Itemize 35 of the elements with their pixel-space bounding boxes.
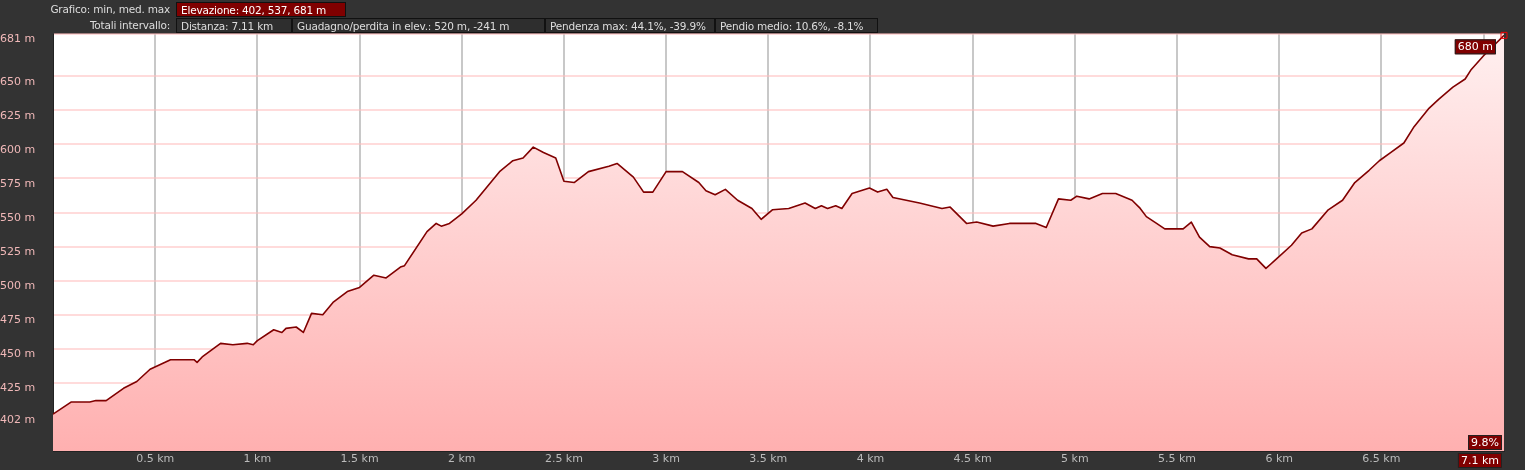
- text: Pendio medio: 10.6%, -8.1%: [715, 18, 878, 33]
- annotation: 680 m: [1457, 40, 1494, 54]
- y-tick-label: 500 m: [0, 279, 36, 293]
- x-tick-label: 2.5 km: [544, 452, 583, 466]
- x-tick-label: 0.5 km: [136, 452, 175, 466]
- y-tick-label: 681 m: [0, 32, 36, 46]
- y-tick-label: 625 m: [0, 108, 36, 122]
- y-tick-label: 450 m: [0, 347, 36, 361]
- text: Distanza: 7.11 km: [176, 18, 292, 33]
- x-tick-label: 6.5 km: [1362, 452, 1401, 466]
- x-tick-label: 4.5 km: [953, 452, 992, 466]
- text: Elevazione: 402, 537, 681 m: [176, 2, 346, 17]
- y-tick-label: 525 m: [0, 244, 36, 258]
- y-tick-label: 575 m: [0, 176, 36, 190]
- y-tick-label: 425 m: [0, 381, 36, 395]
- x-tick-label: 4 km: [856, 452, 885, 466]
- x-tick-label: 3.5 km: [749, 452, 788, 466]
- x-tick-label: 5 km: [1061, 452, 1089, 466]
- text: Pendenza max: 44.1%, -39.9%: [545, 18, 715, 33]
- text: 7.1 km: [1460, 453, 1499, 467]
- text: Totali intervallo:: [88, 18, 171, 33]
- x-tick-label: 6 km: [1265, 452, 1293, 466]
- x-tick-label: 2 km: [447, 452, 476, 466]
- x-tick-label: 5.5 km: [1157, 452, 1197, 466]
- y-tick-label: 550 m: [0, 210, 36, 224]
- annotation: 9.8%: [1471, 435, 1500, 449]
- x-tick-label: 1 km: [243, 452, 272, 466]
- y-tick-label: 600 m: [0, 142, 36, 156]
- y-tick-label: 650 m: [0, 74, 36, 88]
- text: Grafico: min, med. max: [49, 2, 171, 17]
- text: Guadagno/perdita in elev.: 520 m, -241 m: [292, 18, 545, 33]
- x-tick-label: 1.5 km: [340, 452, 379, 466]
- y-tick-label: 475 m: [0, 313, 36, 327]
- y-tick-label: 402 m: [0, 412, 36, 426]
- x-tick-label: 3 km: [652, 452, 680, 466]
